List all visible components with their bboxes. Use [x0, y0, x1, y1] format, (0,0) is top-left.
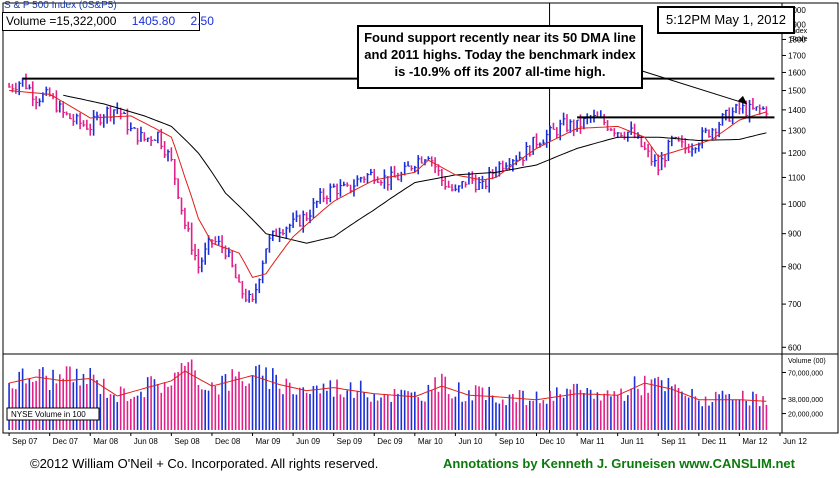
y-tick-label: 1800	[788, 35, 806, 44]
x-tick-label: Dec 07	[53, 437, 79, 446]
x-tick-label: Mar 09	[256, 437, 281, 446]
y-tick-label: 1700	[788, 51, 806, 60]
annotation-box: Found support recently near its 50 DMA l…	[357, 25, 643, 89]
volume-tick-label: 38,000,000	[788, 397, 823, 404]
x-tick-label: Jun 10	[458, 437, 483, 446]
volume-axis-title: Volume (00)	[788, 358, 826, 365]
annotation-arrow-head	[737, 95, 747, 104]
y-tick-label: 2000	[788, 6, 806, 15]
x-tick-label: Jun 12	[783, 437, 808, 446]
price-readout: 1405.80	[131, 14, 176, 28]
y-tick-label: 1000	[788, 200, 806, 209]
annotations-credit: Annotations by Kenneth J. Gruneisen www.…	[443, 456, 795, 471]
y-tick-label: 1600	[788, 68, 806, 77]
y-tick-label: 700	[788, 300, 802, 309]
y-axis-title-line2: Scale	[790, 36, 808, 43]
index-title: S & P 500 Index	[4, 0, 77, 11]
x-tick-label: Mar 12	[742, 437, 767, 446]
x-tick-label: Sep 09	[337, 437, 363, 446]
y-tick-label: 900	[788, 230, 802, 239]
x-tick-label: Sep 08	[174, 437, 200, 446]
y-tick-label: 1100	[788, 173, 806, 182]
y-tick-label: 1900	[788, 20, 806, 29]
x-tick-label: Jun 11	[621, 437, 645, 446]
y-tick-label: 1300	[788, 127, 806, 136]
x-tick-label: Sep 10	[499, 437, 525, 446]
x-tick-label: Dec 09	[377, 437, 403, 446]
change-readout: 2.50	[190, 14, 214, 28]
volume-tick-label: 70,000,000	[788, 370, 823, 377]
x-tick-label: Jun 08	[134, 437, 159, 446]
y-tick-label: 1500	[788, 87, 806, 96]
volume-info-box: Volume =15,322,000 1405.80 2.50	[2, 12, 214, 31]
y-tick-label: 600	[788, 343, 802, 352]
timestamp-label: 5:12PM May 1, 2012	[657, 6, 795, 34]
ma200-line	[63, 94, 767, 244]
x-tick-label: Sep 11	[661, 437, 686, 446]
footer: ©2012 William O'Neil + Co. Incorporated.…	[0, 456, 840, 473]
x-tick-label: Dec 08	[215, 437, 241, 446]
y-tick-label: 800	[788, 263, 802, 272]
volume-readout: Volume =15,322,000	[6, 14, 117, 28]
x-tick-label: Mar 08	[93, 437, 118, 446]
volume-legend-box	[6, 407, 100, 421]
y-tick-label: 1200	[788, 149, 806, 158]
volume-average-line	[8, 370, 767, 402]
index-name: S & P 500 Index (0S&P5)	[4, 0, 117, 11]
x-tick-label: Mar 11	[580, 437, 605, 446]
copyright-text: ©2012 William O'Neil + Co. Incorporated.…	[30, 456, 379, 471]
y-tick-label: 1400	[788, 106, 806, 115]
x-tick-label: Dec 10	[540, 437, 566, 446]
volume-legend-label: NYSE Volume in 100	[11, 410, 86, 419]
x-tick-label: Jun 09	[296, 437, 321, 446]
x-tick-label: Mar 10	[418, 437, 443, 446]
x-tick-label: Dec 11	[702, 437, 727, 446]
volume-tick-label: 20,000,000	[788, 412, 823, 419]
index-symbol: (0S&P5)	[78, 0, 117, 11]
annotation-arrow-line	[638, 69, 748, 105]
ma50-line	[9, 90, 767, 278]
y-axis-title-line1: Index	[790, 28, 808, 35]
x-tick-label: Sep 07	[12, 437, 38, 446]
